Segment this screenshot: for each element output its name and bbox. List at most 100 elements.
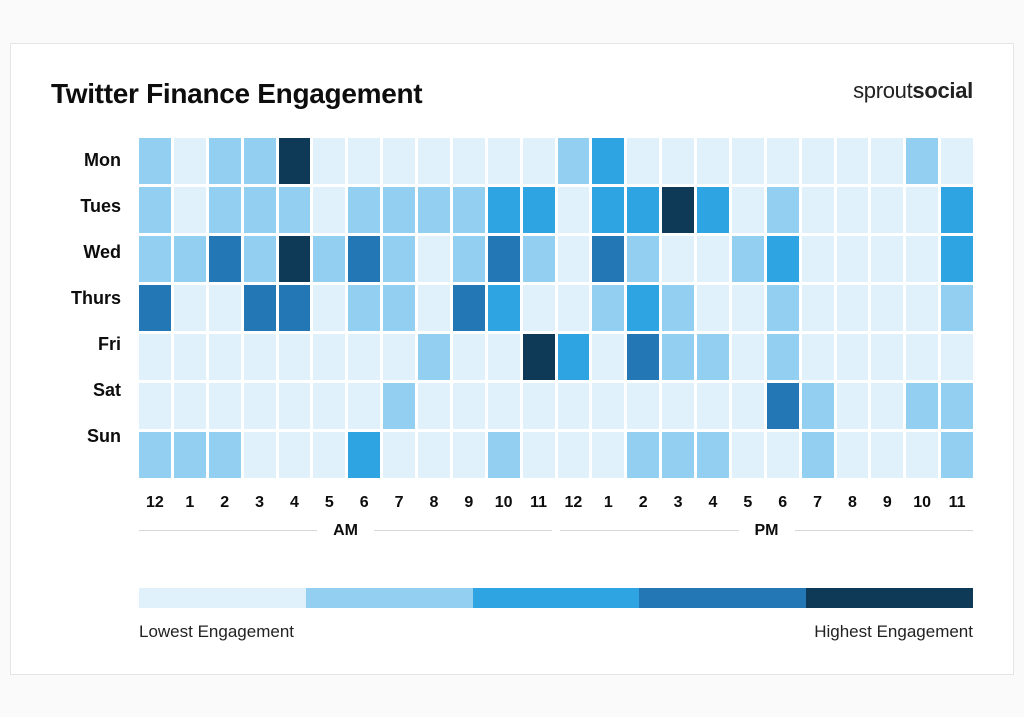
heatmap-cell	[662, 138, 694, 184]
heatmap-cell	[767, 236, 799, 282]
hour-label: 7	[383, 494, 415, 512]
x-axis-labels: 121234567891011121234567891011	[139, 494, 973, 512]
hour-label: 6	[767, 494, 799, 512]
heatmap-cell	[418, 236, 450, 282]
heatmap-cell	[871, 236, 903, 282]
heatmap-cell	[139, 334, 171, 380]
heatmap-cell	[697, 285, 729, 331]
heatmap-cell	[418, 432, 450, 478]
heatmap-cell	[627, 432, 659, 478]
heatmap-cell	[697, 383, 729, 429]
hour-label: 2	[627, 494, 659, 512]
heatmap-cell	[802, 236, 834, 282]
hour-label: 5	[313, 494, 345, 512]
heatmap-cell	[802, 383, 834, 429]
hour-label: 12	[139, 494, 171, 512]
heatmap-cell	[209, 432, 241, 478]
period-am: AM	[139, 522, 556, 540]
heatmap-cell	[558, 383, 590, 429]
heatmap-cell	[662, 187, 694, 233]
heatmap-cell	[139, 285, 171, 331]
heatmap-cell	[871, 383, 903, 429]
heatmap-cell	[453, 236, 485, 282]
hour-label: 5	[732, 494, 764, 512]
heatmap-cell	[906, 138, 938, 184]
heatmap-cell	[941, 236, 973, 282]
heatmap-cell	[313, 187, 345, 233]
heatmap-cell	[767, 285, 799, 331]
heatmap-cell	[418, 285, 450, 331]
heatmap-cell	[871, 432, 903, 478]
heatmap-cell	[279, 285, 311, 331]
heatmap-cell	[244, 432, 276, 478]
heatmap-cell	[732, 383, 764, 429]
heatmap-cell	[209, 383, 241, 429]
heatmap-cell	[802, 334, 834, 380]
brand-logo: sproutsocial	[853, 78, 973, 104]
divider-line	[139, 530, 317, 531]
heatmap-cell	[523, 187, 555, 233]
heatmap-cell	[941, 138, 973, 184]
heatmap-region: MonTuesWedThursFriSatSun 121234567891011…	[51, 138, 973, 540]
heatmap-cell	[592, 187, 624, 233]
heatmap-cell	[697, 236, 729, 282]
heatmap-cell	[209, 187, 241, 233]
heatmap-cell	[348, 334, 380, 380]
hour-label: 1	[174, 494, 206, 512]
legend: Lowest Engagement Highest Engagement	[51, 588, 973, 642]
legend-bar	[139, 588, 973, 608]
heatmap-cell	[592, 432, 624, 478]
heatmap-cell	[837, 383, 869, 429]
heatmap-cell	[767, 383, 799, 429]
legend-segment	[139, 588, 306, 608]
day-label: Sun	[51, 414, 133, 460]
heatmap-cell	[906, 285, 938, 331]
heatmap-cell	[348, 432, 380, 478]
heatmap-cell	[244, 383, 276, 429]
heatmap-cell	[453, 138, 485, 184]
heatmap-cell	[802, 285, 834, 331]
heatmap-cell	[244, 138, 276, 184]
divider-line	[795, 530, 974, 531]
heatmap-cell	[244, 334, 276, 380]
heatmap-cell	[488, 432, 520, 478]
legend-low-label: Lowest Engagement	[139, 622, 294, 642]
heatmap-cell	[558, 236, 590, 282]
hour-label: 9	[453, 494, 485, 512]
heatmap-cell	[383, 285, 415, 331]
heatmap-cell	[523, 236, 555, 282]
heatmap-cell	[488, 187, 520, 233]
heatmap-cell	[627, 187, 659, 233]
heatmap-cell	[209, 334, 241, 380]
heatmap-cell	[662, 334, 694, 380]
heatmap-cell	[558, 285, 590, 331]
hour-label: 6	[348, 494, 380, 512]
heatmap-cell	[767, 334, 799, 380]
hour-label: 4	[697, 494, 729, 512]
hour-label: 10	[906, 494, 938, 512]
heatmap-cell	[732, 285, 764, 331]
legend-segment	[639, 588, 806, 608]
heatmap-cell	[383, 432, 415, 478]
heatmap-cell	[662, 236, 694, 282]
heatmap-cell	[837, 285, 869, 331]
heatmap-cell	[627, 285, 659, 331]
heatmap-cell	[662, 383, 694, 429]
heatmap-cell	[941, 334, 973, 380]
heatmap-cell	[383, 187, 415, 233]
heatmap-cell	[558, 187, 590, 233]
day-label: Sat	[51, 368, 133, 414]
y-axis-labels: MonTuesWedThursFriSatSun	[51, 138, 133, 460]
heatmap-cell	[802, 138, 834, 184]
heatmap-cell	[906, 236, 938, 282]
heatmap-cell	[871, 187, 903, 233]
brand-text-plain: sprout	[853, 78, 912, 103]
heatmap-cell	[383, 138, 415, 184]
heatmap-cell	[174, 432, 206, 478]
heatmap-cell	[871, 138, 903, 184]
heatmap-cell	[906, 432, 938, 478]
heatmap-cell	[837, 236, 869, 282]
hour-label: 4	[279, 494, 311, 512]
heatmap-cell	[488, 236, 520, 282]
heatmap-cell	[837, 334, 869, 380]
